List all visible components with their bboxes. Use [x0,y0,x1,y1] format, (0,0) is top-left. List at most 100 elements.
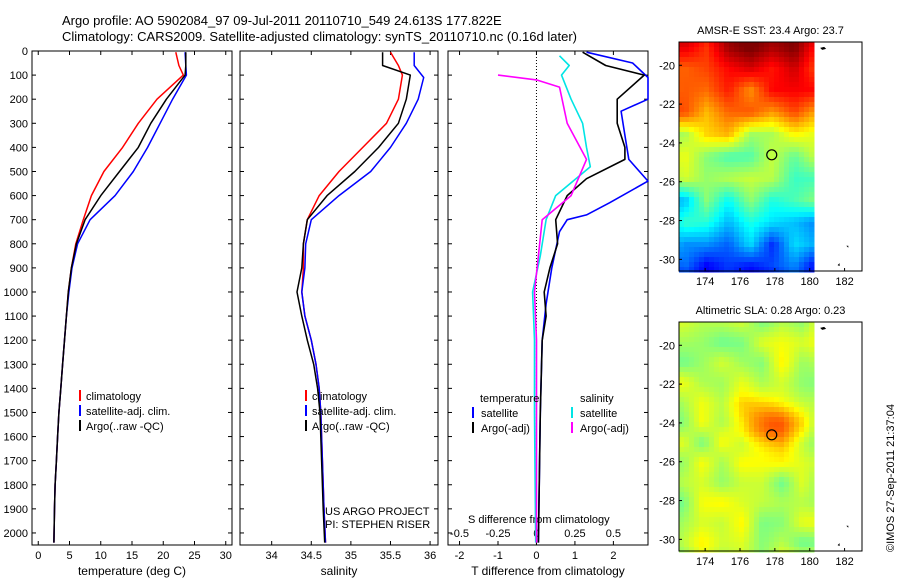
x-tick-label-temperature: 0 [35,550,41,562]
map-cell-sst [799,162,805,168]
map-cell-sla [794,427,800,433]
map-cell-sst [764,127,770,133]
map-cell-sst [774,182,780,188]
map-cell-sla [809,427,815,433]
map-cell-sla [694,512,700,518]
map-cell-sla [699,347,705,353]
map-cell-sla [694,547,700,553]
map-cell-sst [734,207,740,213]
map-cell-sst [779,177,785,183]
map-cell-sla [749,397,755,403]
map-cell-sla [679,372,685,378]
map-cell-sla [809,477,815,483]
map-cell-sst [684,172,690,178]
map-cell-sla [684,392,690,398]
map-cell-sst [794,87,800,93]
map-cell-sla [694,382,700,388]
map-cell-sst [684,252,690,258]
map-cell-sla [774,482,780,488]
map-cell-sla [779,332,785,338]
map-cell-sla [809,482,815,488]
map-cell-sst [764,252,770,258]
map-cell-sla [739,377,745,383]
map-cell-sst [704,207,710,213]
map-cell-sla [689,372,695,378]
map-cell-sla [689,437,695,443]
map-cell-sst [784,237,790,243]
map-cell-sla [774,452,780,458]
map-cell-sla [764,352,770,358]
map-cell-sla [694,372,700,378]
map-cell-sst [764,187,770,193]
map-cell-sla [789,417,795,423]
map-cell-sst [714,87,720,93]
map-cell-sla [749,352,755,358]
map-cell-sst [769,232,775,238]
map-cell-sla [699,512,705,518]
map-cell-sla [719,362,725,368]
map-cell-sst [719,142,725,148]
map-cell-sst [764,222,770,228]
map-cell-sst [749,47,755,53]
map-frame-sla [678,321,863,552]
map-cell-sst [804,217,810,223]
map-cell-sla [749,477,755,483]
map-cell-sla [754,427,760,433]
map-cell-sst [709,47,715,53]
map-cell-sla [799,342,805,348]
map-cell-sla [704,387,710,393]
map-cell-sst [754,137,760,143]
map-cell-sst [749,157,755,163]
map-cell-sst [809,167,815,173]
map-cell-sst [704,267,710,273]
map-cell-sla [679,332,685,338]
map-cell-sla [679,352,685,358]
map-cell-sla [749,522,755,528]
map-cell-sla [754,527,760,533]
map-cell-sla [799,442,805,448]
map-cell-sst [729,217,735,223]
map-cell-sla [729,537,735,543]
map-cell-sla [684,457,690,463]
map-cell-sst [734,122,740,128]
map-cell-sst [739,112,745,118]
map-cell-sla [799,427,805,433]
map-cell-sla [759,367,765,373]
map-cell-sla [754,512,760,518]
map-cell-sst [804,177,810,183]
map-cell-sla [779,472,785,478]
map-cell-sst [699,72,705,78]
map-cell-sst [739,127,745,133]
legend-label-difference: Argo(-adj) [580,423,629,435]
map-cell-sla [764,387,770,393]
map-cell-sla [779,367,785,373]
map-cell-sla [784,497,790,503]
map-cell-sst [709,212,715,218]
map-cell-sst [709,227,715,233]
map-cell-sst [719,257,725,263]
map-cell-sla [689,417,695,423]
map-cell-sla [764,547,770,553]
island-shape [837,543,840,547]
series-line-difference-3 [497,74,588,543]
map-cell-sla [714,372,720,378]
map-cell-sst [724,197,730,203]
map-cell-sla [779,442,785,448]
map-cell-sla [684,432,690,438]
map-cell-sst [764,192,770,198]
map-cell-sst [794,197,800,203]
map-cell-sst [809,47,815,53]
map-cell-sst [699,97,705,103]
map-cell-sst [749,77,755,83]
map-cell-sla [719,547,725,553]
map-cell-sla [734,412,740,418]
map-cell-sla [699,342,705,348]
map-cell-sla [709,387,715,393]
map-cell-sla [684,387,690,393]
map-cell-sst [699,137,705,143]
map-cell-sst [689,252,695,258]
map-cell-sla [809,337,815,343]
map-cell-sst [809,217,815,223]
map-cell-sst [719,202,725,208]
map-cell-sla [699,352,705,358]
